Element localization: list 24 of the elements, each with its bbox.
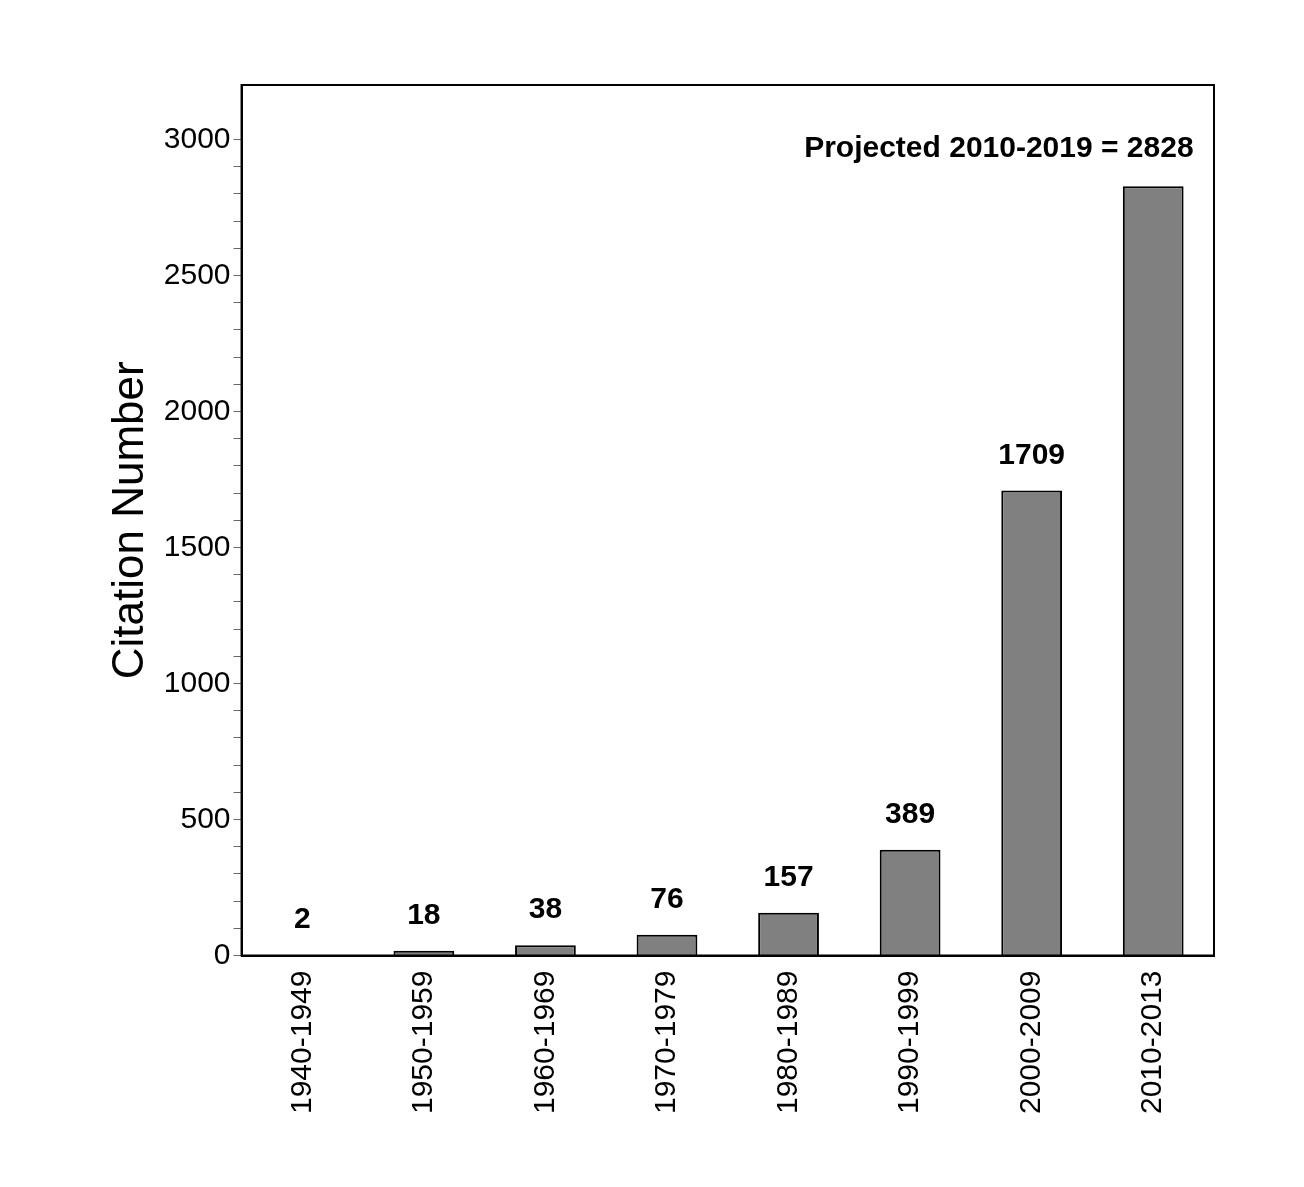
x-tick-label: 1980-1989 — [769, 970, 803, 1114]
data-label: 389 — [885, 795, 936, 829]
data-label: 18 — [407, 896, 441, 930]
x-tick-label: 2000-2009 — [1012, 970, 1046, 1114]
data-label: 2 — [293, 901, 311, 935]
x-tick-label: 1970-1979 — [648, 970, 682, 1114]
data-label: 76 — [650, 881, 684, 915]
y-tick-label: 500 — [180, 800, 231, 834]
annotation: Projected 2010-2019 = 2828 — [804, 130, 1194, 164]
y-axis-title: Citation Number — [102, 361, 152, 680]
data-label: 157 — [763, 859, 814, 893]
y-tick-label: 0 — [213, 936, 231, 970]
x-tick-label: 1990-1999 — [891, 970, 925, 1114]
y-tick-label: 1000 — [163, 664, 231, 698]
x-tick-label: 2010-2013 — [1134, 970, 1168, 1114]
y-tick-label: 2000 — [163, 392, 231, 426]
y-tick-label: 1500 — [163, 528, 231, 562]
data-label: 1709 — [998, 436, 1066, 470]
x-tick-label: 1960-1969 — [526, 970, 560, 1114]
x-tick-label: 1940-1949 — [283, 970, 317, 1114]
y-tick-label: 3000 — [163, 120, 231, 154]
data-label: 38 — [528, 891, 563, 925]
x-tick-label: 1950-1959 — [405, 970, 439, 1114]
y-tick-label: 2500 — [163, 256, 231, 290]
